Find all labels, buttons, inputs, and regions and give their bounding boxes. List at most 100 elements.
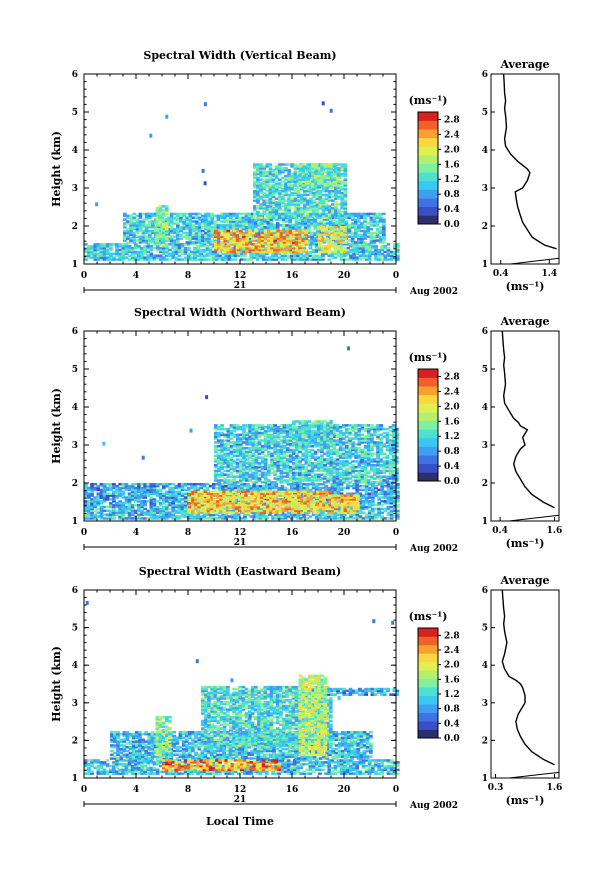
heatmap-cell: [265, 252, 269, 256]
heatmap-cell: [143, 511, 147, 514]
heatmap-cell: [378, 212, 383, 216]
heatmap-cell: [244, 218, 249, 221]
heatmap-cell: [102, 258, 107, 261]
heatmap-cell: [247, 492, 251, 495]
heatmap-cell: [335, 224, 339, 227]
heatmap-cell: [225, 498, 230, 501]
heatmap-cell: [234, 492, 239, 495]
heatmap-cell: [336, 486, 341, 490]
heatmap-cell: [210, 233, 215, 237]
heatmap-cell: [222, 509, 226, 513]
heatmap-cell: [90, 484, 94, 488]
heatmap-cell: [219, 216, 224, 219]
heatmap-cell: [244, 212, 249, 216]
heatmap-cell: [290, 176, 295, 180]
heatmap-cell: [226, 245, 231, 248]
heatmap-cell: [165, 252, 169, 256]
heatmap-cell: [383, 496, 388, 499]
heatmap-cell: [257, 245, 262, 248]
heatmap-cell: [274, 212, 279, 216]
heatmap-cell: [105, 483, 110, 486]
heatmap-cell: [241, 511, 245, 514]
heatmap-cell: [367, 515, 372, 518]
heatmap-cell: [241, 216, 246, 219]
heatmap-cell: [162, 250, 166, 254]
heatmap-cell: [318, 483, 322, 486]
heatmap-cell: [130, 248, 135, 252]
heatmap-cell: [256, 500, 261, 503]
heatmap-cell: [274, 203, 279, 206]
heatmap-cell: [299, 517, 303, 520]
heatmap-cell: [256, 189, 260, 193]
heatmap-cell: [179, 233, 183, 237]
heatmap-cell: [161, 233, 166, 237]
heatmap-cell: [333, 513, 338, 516]
heatmap-cell: [232, 235, 237, 238]
heatmap-cell: [321, 258, 325, 261]
heatmap-cell: [204, 241, 208, 244]
x-tick-label: 20: [338, 271, 351, 281]
heatmap-cell: [371, 490, 375, 494]
heatmap-cell: [277, 243, 282, 246]
heatmap-cell: [233, 513, 238, 516]
heatmap-cell: [158, 502, 163, 505]
heatmap-cell: [174, 503, 179, 507]
heatmap-cell: [321, 188, 326, 191]
heatmap-cell: [317, 172, 321, 176]
heatmap-cell: [182, 226, 186, 229]
heatmap-cell: [271, 195, 276, 199]
heatmap-cell: [143, 507, 147, 511]
heatmap-cell: [222, 214, 227, 218]
heatmap-cell: [340, 201, 345, 204]
heatmap-cell: [132, 231, 137, 235]
heatmap-cell: [185, 237, 190, 240]
heatmap-cell: [256, 182, 260, 185]
heatmap-cell: [271, 189, 276, 193]
heatmap-cell: [205, 513, 210, 516]
heatmap-cell: [336, 239, 341, 242]
heatmap-cell: [299, 494, 303, 497]
heatmap-cell: [284, 167, 288, 170]
heatmap-cell: [236, 500, 241, 503]
heatmap-cell: [324, 250, 328, 254]
heatmap-cell: [360, 237, 364, 240]
heatmap-cell: [300, 214, 305, 218]
heatmap-cell: [262, 496, 267, 499]
heatmap-cell: [177, 502, 182, 505]
heatmap-cell: [96, 500, 101, 503]
heatmap-cell: [333, 237, 338, 240]
heatmap-cell: [196, 250, 200, 254]
heatmap-cell: [296, 245, 300, 248]
heatmap-cell: [221, 484, 225, 488]
heatmap-cell: [254, 220, 258, 223]
heatmap-cell: [179, 214, 183, 218]
heatmap-cell: [371, 492, 375, 495]
heatmap-cell: [321, 210, 326, 214]
heatmap-cell: [191, 227, 196, 231]
heatmap-cell: [140, 488, 144, 492]
heatmap-cell: [205, 252, 210, 256]
heatmap-cell: [321, 229, 325, 233]
heatmap-cell: [190, 513, 194, 516]
heatmap-cell: [109, 513, 113, 516]
heatmap-cell: [299, 207, 304, 210]
heatmap-cell: [287, 184, 291, 187]
heatmap-cell: [363, 227, 367, 231]
heatmap-cell: [304, 220, 308, 223]
heatmap-cell: [96, 503, 101, 507]
heatmap-cell: [176, 218, 180, 221]
heatmap-cell: [144, 229, 149, 233]
heatmap-cell: [123, 235, 127, 238]
heatmap-cell: [169, 239, 174, 242]
heatmap-cell: [244, 490, 248, 494]
heatmap-cell: [300, 220, 305, 223]
heatmap-cell: [380, 483, 385, 486]
heatmap-cell: [315, 210, 320, 214]
heatmap-cell: [268, 207, 273, 210]
heatmap-cell: [172, 216, 177, 219]
profile-y-tick-label: 5: [482, 108, 488, 118]
heatmap-cell: [299, 500, 303, 503]
heatmap-cell: [112, 496, 116, 499]
heatmap-cell: [266, 227, 271, 231]
heatmap-cell: [236, 486, 241, 490]
